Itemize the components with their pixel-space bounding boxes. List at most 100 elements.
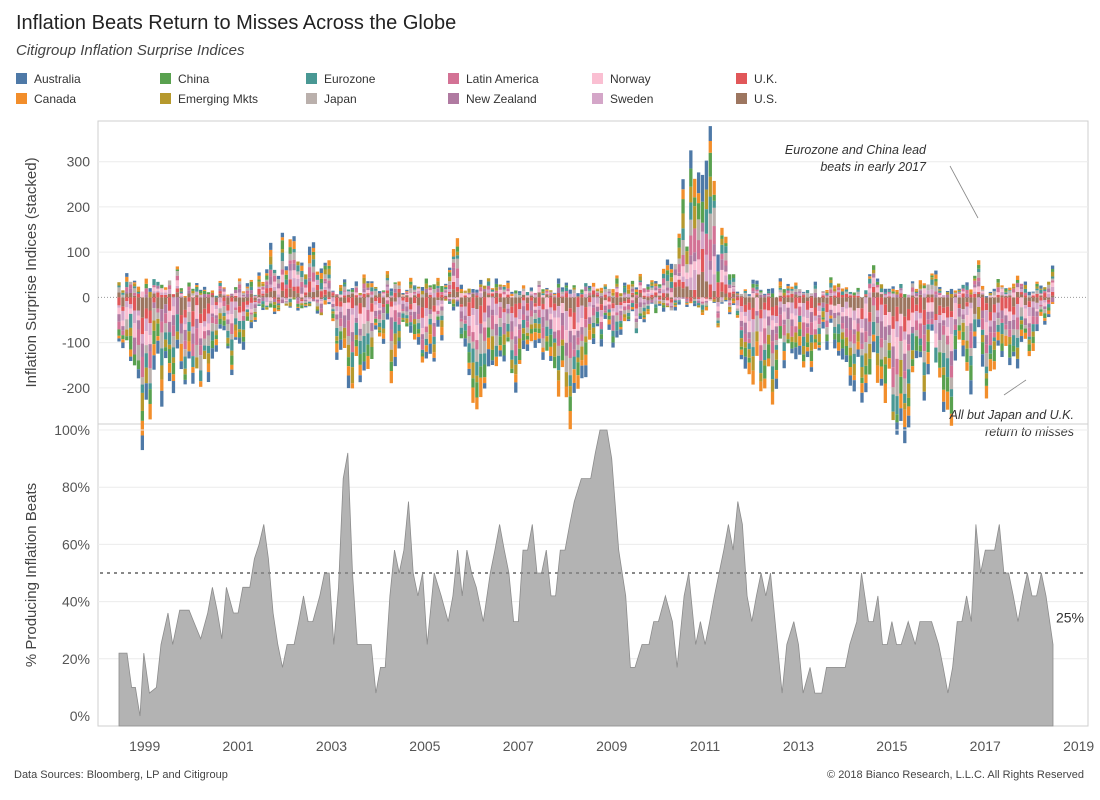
bar-segment [374,304,378,311]
bar-segment [117,287,121,293]
legend-swatch [306,73,317,84]
bar-segment [144,331,148,346]
y-tick-label: 0% [70,708,90,724]
bar-segment [451,256,456,260]
legend-item-canada[interactable]: Canada [16,92,76,106]
bar-segment [206,297,211,304]
legend-item-norway[interactable]: Norway [592,72,651,86]
bar-segment [790,348,794,354]
bar-segment [510,296,514,298]
bar-segment [673,282,677,288]
bar-segment [436,288,440,293]
bar-segment [801,295,806,298]
bar-segment [607,288,611,292]
bar-segment [560,296,565,298]
bar-segment [164,289,168,293]
bar-segment [1019,292,1024,295]
bar-segment [296,297,300,301]
bar-segment [315,290,320,298]
bar-segment [910,297,915,313]
bar-segment [117,338,121,342]
legend-item-u-s[interactable]: U.S. [736,92,777,106]
bar-segment [879,321,884,339]
bar-segment [444,286,448,288]
bar-segment [136,344,141,361]
bar-segment [319,297,323,300]
bar-segment [903,297,907,317]
bar-segment [805,347,810,352]
bar-segment [280,269,285,275]
legend-item-australia[interactable]: Australia [16,72,81,86]
bar-segment [362,307,366,324]
legend-item-u-k[interactable]: U.K. [736,72,777,86]
bar-segment [728,302,732,305]
bar-segment [735,313,740,316]
bar-segment [1050,297,1055,303]
bar-segment [790,290,794,294]
annotation-line: beats in early 2017 [820,160,927,174]
bar-segment [164,339,168,348]
bar-segment [712,301,716,303]
bar-segment [518,297,522,303]
bar-segment [837,292,841,298]
legend-item-emerging-mkts[interactable]: Emerging Mkts [160,92,258,106]
legend-item-china[interactable]: China [160,72,209,86]
bar-segment [969,308,973,324]
bar-segment [856,297,860,309]
bar-segment [770,320,775,330]
bar-segment [759,294,763,298]
bar-segment [518,360,522,364]
bar-segment [160,365,164,380]
bar-segment [257,298,261,301]
bar-segment [549,307,553,314]
bar-segment [152,330,156,345]
bar-segment [234,301,238,308]
bar-segment [735,293,740,295]
legend-item-new-zealand[interactable]: New Zealand [448,92,537,106]
bar-segment [1047,307,1051,311]
bar-segment [728,312,732,315]
bar-segment [354,295,358,298]
legend-label: Canada [34,92,77,106]
bar-segment [747,294,751,296]
bar-segment [763,349,767,361]
legend-item-japan[interactable]: Japan [306,92,357,106]
bar-segment [693,298,697,301]
bar-segment [167,297,172,311]
bar-segment [191,295,195,298]
bar-segment [724,297,728,301]
bar-segment [307,297,312,300]
bar-segment [872,283,876,287]
bar-segment [840,291,845,295]
bar-segment [428,314,432,319]
bar-segment [171,357,176,363]
bar-segment [770,288,775,294]
bar-segment [405,311,409,316]
bar-segment [525,332,530,336]
bar-segment [650,290,654,294]
bar-segment [405,323,409,327]
bar-segment [623,310,627,315]
legend-item-sweden[interactable]: Sweden [592,92,653,106]
legend-item-eurozone[interactable]: Eurozone [306,72,375,86]
bar-segment [724,236,728,244]
bar-segment [875,336,880,354]
bar-segment [272,297,277,299]
bar-segment [323,265,327,270]
bar-segment [486,281,491,286]
bar-segment [821,295,825,298]
bar-segment [681,179,685,190]
bar-segment [514,317,518,327]
bar-segment [938,305,942,316]
bar-segment [669,297,674,300]
bar-segment [712,244,716,257]
bar-segment [315,274,320,280]
bar-segment [156,281,160,286]
bar-segment [642,297,646,300]
bar-segment [529,295,533,298]
legend-item-latin-america[interactable]: Latin America [448,72,539,86]
bar-segment [712,256,716,275]
bar-segment [1004,288,1008,289]
bar-segment [358,294,362,296]
bar-segment [708,297,712,300]
